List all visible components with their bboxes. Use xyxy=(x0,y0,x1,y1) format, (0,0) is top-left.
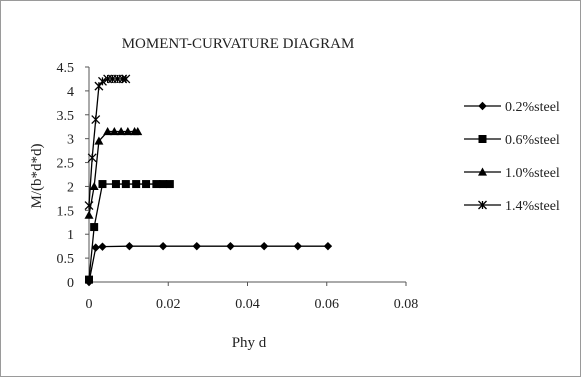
data-point-0-2-steel xyxy=(259,241,269,251)
x-axis-label: Phy d xyxy=(232,335,267,351)
x-tick-label: 0.02 xyxy=(156,297,181,312)
series-line-0-2-steel xyxy=(88,245,328,283)
data-point-0-6-steel xyxy=(165,180,174,189)
legend-item-0-2-steel: 0.2%steel xyxy=(464,100,560,115)
series-1-0-steel xyxy=(84,127,143,219)
data-point-0-6-steel xyxy=(142,180,151,189)
legend-item-0-6-steel: 0.6%steel xyxy=(464,133,560,148)
data-point-0-6-steel xyxy=(98,180,107,189)
y-tick-label: 0.5 xyxy=(57,252,75,267)
legend-item-1-0-steel: 1.0%steel xyxy=(464,166,560,181)
plot-area xyxy=(84,74,333,287)
data-point-0-2-steel xyxy=(323,241,333,251)
data-point-0-2-steel xyxy=(158,241,168,251)
data-point-1-4-steel xyxy=(87,153,97,163)
chart-title: MOMENT-CURVATURE DIAGRAM xyxy=(122,36,355,52)
data-point-0-2-steel xyxy=(91,243,100,252)
x-tick-label: 0 xyxy=(86,297,93,312)
data-point-0-6-steel xyxy=(90,223,99,232)
data-point-1-0-steel xyxy=(109,127,119,136)
legend-marker-square-icon xyxy=(478,135,487,143)
y-tick-label: 1.5 xyxy=(57,204,75,219)
legend-marker-diamond-icon xyxy=(478,101,487,111)
data-point-0-6-steel xyxy=(132,180,141,189)
legend-marker-triangle-icon xyxy=(478,167,487,176)
y-tick-label: 2 xyxy=(67,180,74,195)
y-tick-label: 4 xyxy=(67,85,74,100)
data-point-1-0-steel xyxy=(94,136,104,145)
legend-label: 0.6%steel xyxy=(505,133,560,148)
data-point-1-0-steel xyxy=(133,127,143,136)
axes: 0 0.5 1 1.5 2 2.5 3 3.5 4 4.5 0 0.02 0.04 0.06 0.08 xyxy=(57,61,419,312)
x-tick-label: 0.06 xyxy=(315,297,340,312)
legend-item-1-4-steel: 1.4%steel xyxy=(464,199,560,214)
data-point-1-0-steel xyxy=(116,127,126,136)
series-line-0-6-steel xyxy=(88,183,170,280)
data-point-1-0-steel xyxy=(84,210,94,219)
x-tick-label: 0.08 xyxy=(394,297,419,312)
y-tick-label: 2.5 xyxy=(57,157,75,172)
data-point-1-4-steel xyxy=(94,81,104,91)
y-axis-label: M/(b*d*d) xyxy=(29,144,45,209)
data-point-0-2-steel xyxy=(125,241,134,251)
data-point-1-4-steel xyxy=(84,201,94,211)
data-point-0-2-steel xyxy=(98,242,107,251)
series-1-4-steel xyxy=(84,74,131,211)
data-point-1-4-steel xyxy=(91,115,101,125)
data-point-0-6-steel xyxy=(152,180,161,189)
legend-label: 1.4%steel xyxy=(505,199,560,214)
data-point-1-0-steel xyxy=(123,127,133,136)
y-tick-label: 3 xyxy=(67,133,74,148)
data-point-0-2-steel xyxy=(192,241,201,251)
data-point-1-4-steel xyxy=(98,76,107,86)
data-point-1-0-steel xyxy=(103,127,113,136)
series-line-1-4-steel xyxy=(88,78,126,206)
y-tick-label: 1 xyxy=(67,228,74,243)
legend: 0.2%steel 0.6%steel 1.0%steel 1.4%steel xyxy=(464,100,560,214)
series-0-6-steel xyxy=(85,180,174,284)
data-point-1-4-steel xyxy=(121,74,131,84)
legend-label: 1.0%steel xyxy=(505,166,560,181)
data-point-0-6-steel xyxy=(85,275,93,284)
y-tick-label: 0 xyxy=(67,276,74,291)
y-tick-label: 3.5 xyxy=(57,109,75,124)
data-point-0-6-steel xyxy=(111,180,120,189)
data-point-0-2-steel xyxy=(226,241,235,251)
x-tick-label: 0.04 xyxy=(235,297,260,312)
data-point-0-6-steel xyxy=(121,180,130,189)
data-point-0-2-steel xyxy=(293,241,303,251)
series-0-2-steel xyxy=(84,241,333,287)
data-point-0-6-steel xyxy=(159,180,168,189)
legend-label: 0.2%steel xyxy=(505,100,560,115)
legend-marker-x-icon xyxy=(478,200,487,210)
y-tick-label: 4.5 xyxy=(57,61,75,76)
data-point-1-0-steel xyxy=(89,181,99,191)
